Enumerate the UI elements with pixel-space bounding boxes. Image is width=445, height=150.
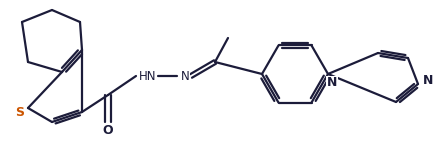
Text: N: N bbox=[327, 76, 337, 90]
Text: S: S bbox=[16, 106, 24, 120]
Text: O: O bbox=[103, 124, 113, 138]
Text: N: N bbox=[181, 69, 190, 82]
Text: HN: HN bbox=[139, 69, 157, 82]
Text: N: N bbox=[423, 74, 433, 87]
